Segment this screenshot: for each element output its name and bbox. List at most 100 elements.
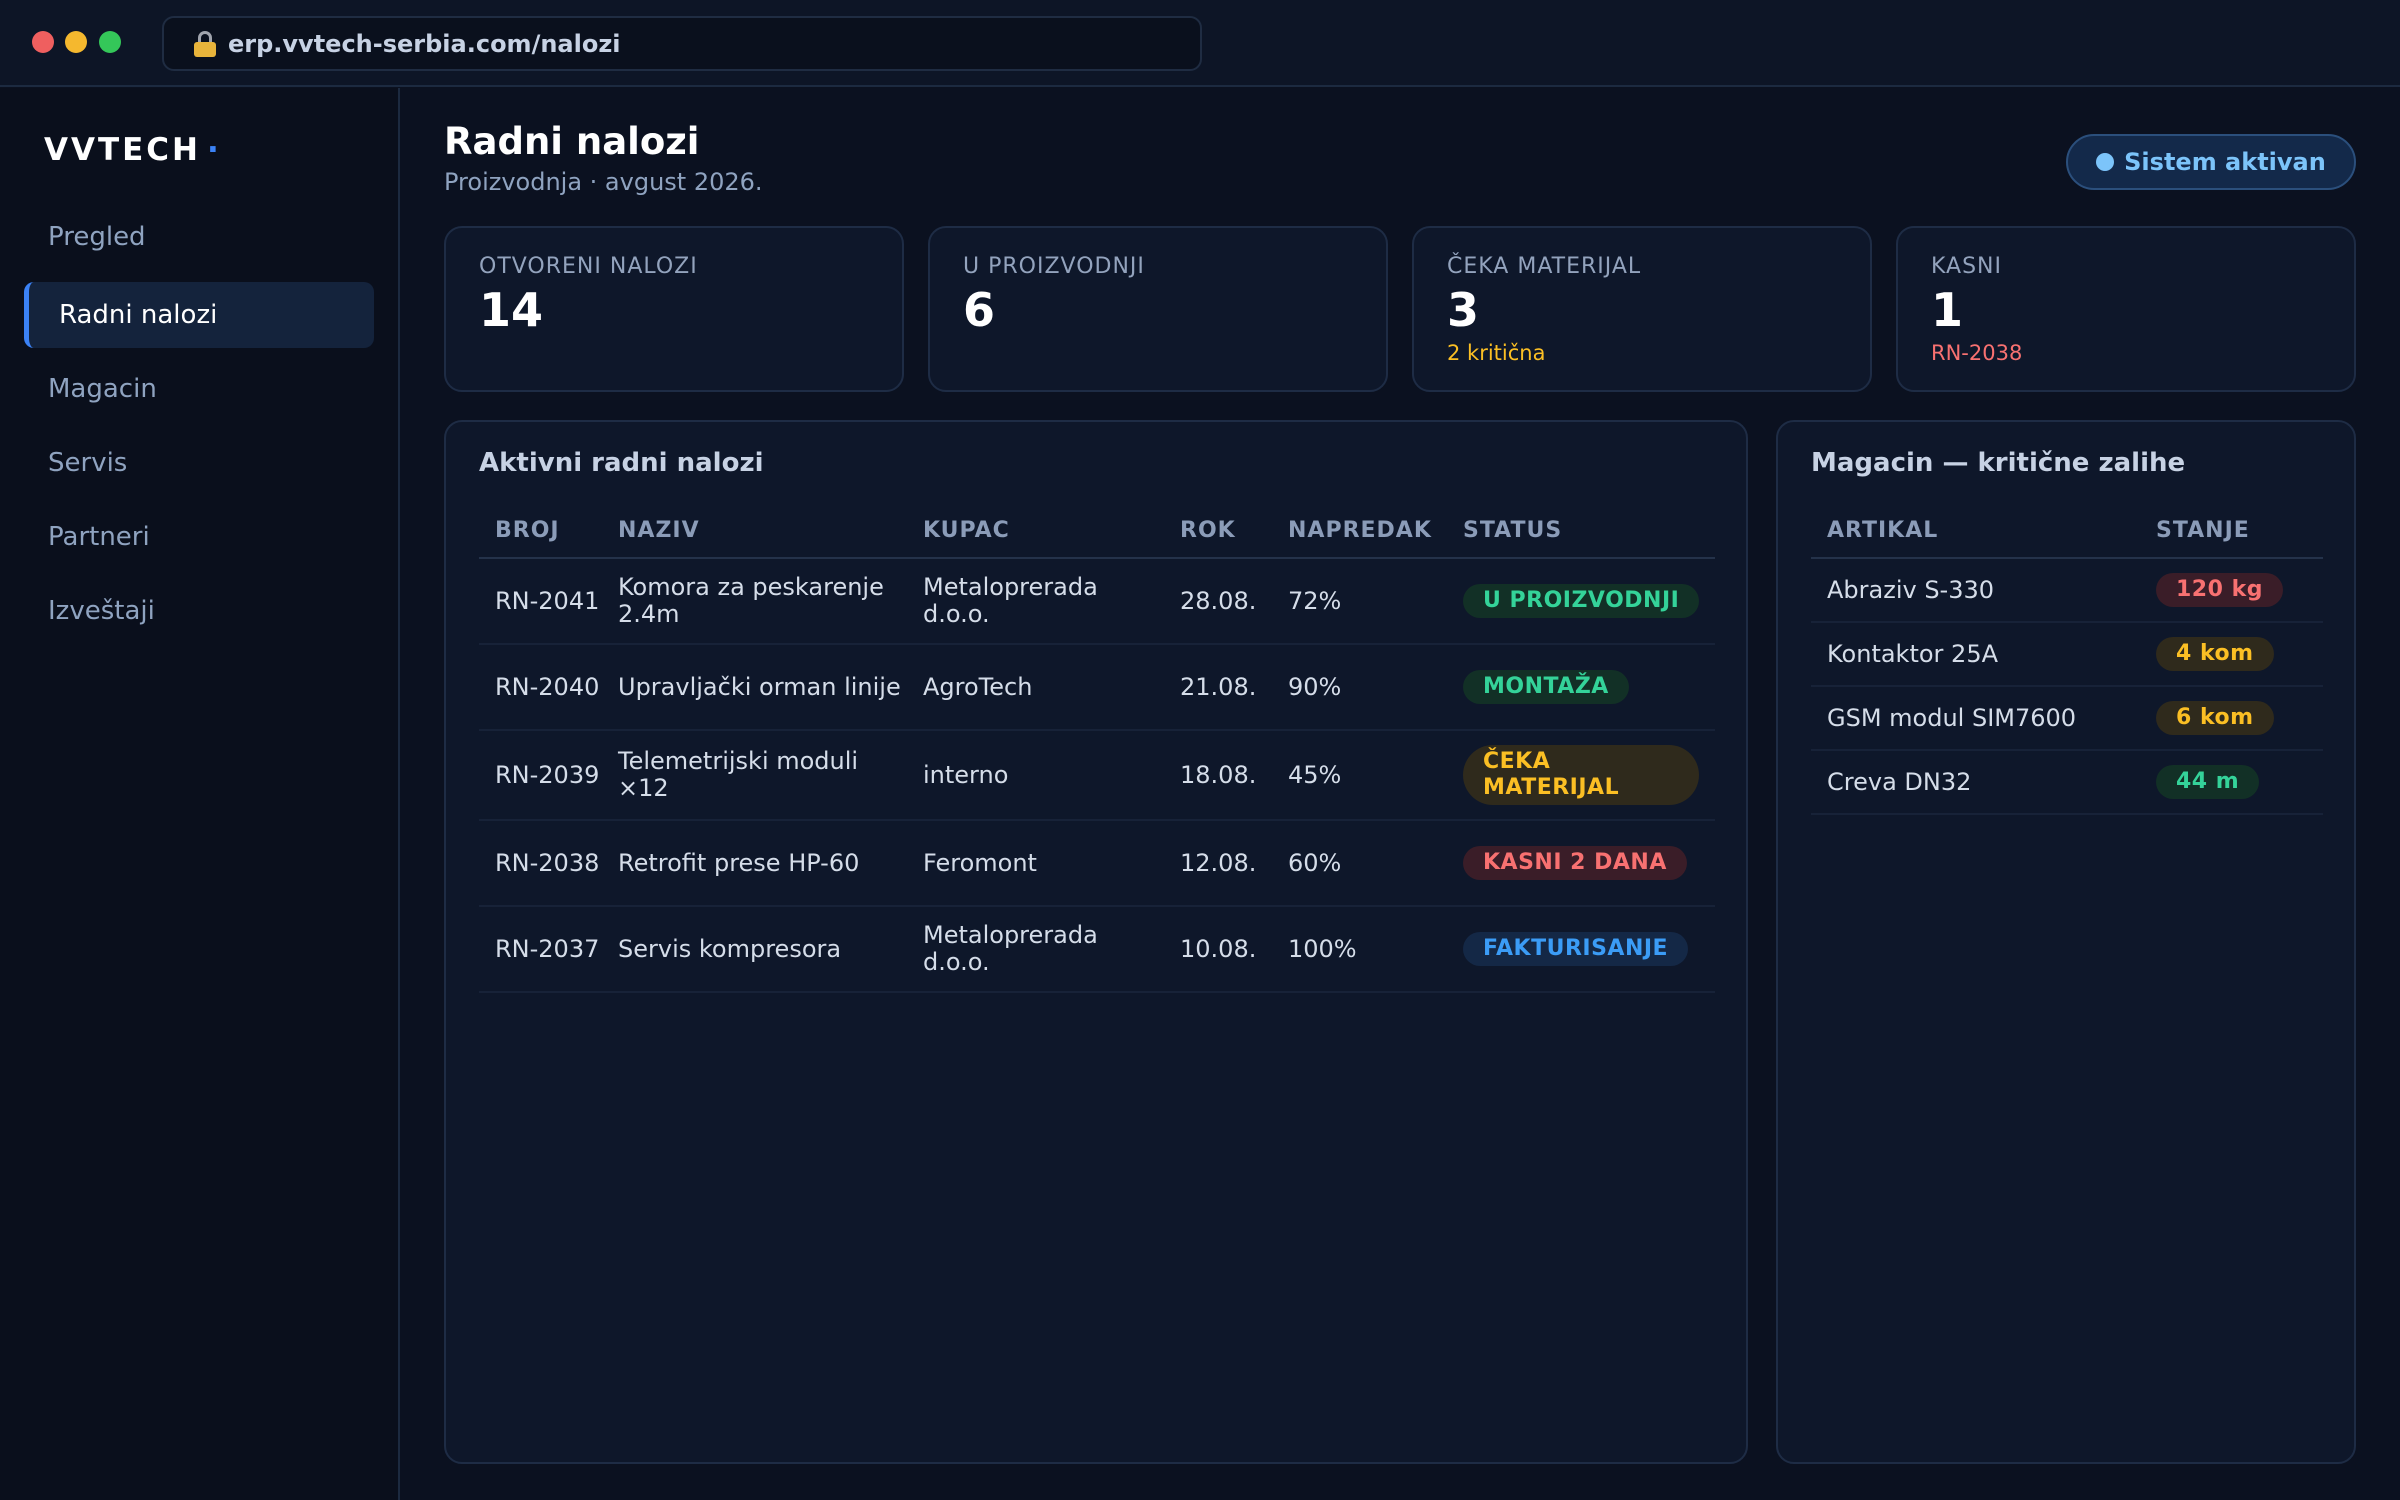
stock-item-name: Kontaktor 25A — [1811, 622, 2140, 687]
kpi-card-waiting-material[interactable]: ČEKA MATERIJAL 3 2 kritična — [1412, 226, 1872, 392]
stock-table: ARTIKAL STANJE Abraziv S-330 120 kg Kont… — [1811, 504, 2323, 815]
stock-level-cell: 4 kom — [2140, 622, 2323, 687]
page-subtitle: Proizvodnja · avgust 2026. — [444, 168, 763, 196]
stock-level-badge: 120 kg — [2156, 573, 2283, 607]
system-status-label: Sistem aktivan — [2124, 148, 2326, 176]
table-row[interactable]: RN-2039 Telemetrijski moduli ×12 interno… — [479, 730, 1715, 821]
table-row[interactable]: RN-2038 Retrofit prese HP-60 Feromont 12… — [479, 820, 1715, 907]
stock-level-cell: 6 kom — [2140, 686, 2323, 751]
order-deadline: 28.08. — [1164, 558, 1272, 645]
order-deadline: 21.08. — [1164, 644, 1272, 731]
order-progress: 60% — [1272, 820, 1447, 907]
order-name: Upravljački orman linije — [602, 644, 907, 731]
kpi-value: 3 — [1447, 283, 1480, 337]
stock-level-cell: 44 m — [2140, 750, 2323, 815]
column-header-naziv[interactable]: NAZIV — [602, 504, 907, 559]
order-progress: 72% — [1272, 558, 1447, 645]
table-row[interactable]: GSM modul SIM7600 6 kom — [1811, 686, 2323, 751]
status-badge: U PROIZVODNJI — [1463, 584, 1700, 618]
status-badge: KASNI 2 DANA — [1463, 846, 1687, 880]
order-customer: Feromont — [907, 820, 1164, 907]
order-deadline: 10.08. — [1164, 906, 1272, 993]
kpi-note: RN-2038 — [1931, 341, 2023, 365]
kpi-card-late[interactable]: KASNI 1 RN-2038 — [1896, 226, 2356, 392]
critical-stock-card: Magacin — kritične zalihe ARTIKAL STANJE… — [1776, 420, 2356, 1464]
order-number: RN-2039 — [479, 730, 602, 821]
order-name: Retrofit prese HP-60 — [602, 820, 907, 907]
order-number: RN-2040 — [479, 644, 602, 731]
order-status-cell: U PROIZVODNJI — [1447, 558, 1715, 645]
sidebar-item-magacin[interactable]: Magacin — [48, 374, 157, 404]
minimize-window-button[interactable] — [65, 31, 87, 53]
stock-level-badge: 44 m — [2156, 765, 2260, 799]
column-header-kupac[interactable]: KUPAC — [907, 504, 1164, 559]
active-orders-card: Aktivni radni nalozi BROJ NAZIV KUPAC RO… — [444, 420, 1748, 1464]
order-name: Servis kompresora — [602, 906, 907, 993]
logo[interactable]: VVTECH · — [44, 132, 222, 168]
status-dot-icon — [2096, 153, 2115, 171]
column-header-napredak[interactable]: NAPREDAK — [1272, 504, 1447, 559]
critical-stock-title: Magacin — kritične zalihe — [1811, 448, 2186, 478]
order-number: RN-2041 — [479, 558, 602, 645]
kpi-card-open-orders[interactable]: OTVORENI NALOZI 14 — [444, 226, 904, 392]
kpi-value: 6 — [963, 283, 996, 337]
lock-icon — [194, 30, 216, 57]
stock-item-name: GSM modul SIM7600 — [1811, 686, 2140, 751]
system-status-badge[interactable]: Sistem aktivan — [2066, 134, 2356, 190]
kpi-label: OTVORENI NALOZI — [479, 254, 698, 279]
page-title: Radni nalozi — [444, 120, 700, 163]
order-customer: AgroTech — [907, 644, 1164, 731]
sidebar-item-pregled[interactable]: Pregled — [48, 222, 146, 252]
order-status-cell: ČEKA MATERIJAL — [1447, 730, 1715, 821]
url-text: erp.vvtech-serbia.com/nalozi — [228, 29, 621, 58]
stock-item-name: Creva DN32 — [1811, 750, 2140, 815]
logo-dot: · — [207, 132, 222, 168]
order-progress: 100% — [1272, 906, 1447, 993]
order-customer: Metaloprerada d.o.o. — [907, 558, 1164, 645]
kpi-note: 2 kritična — [1447, 341, 1546, 365]
sidebar: VVTECH · Pregled Radni nalozi Magacin Ser… — [0, 88, 400, 1500]
table-row[interactable]: Abraziv S-330 120 kg — [1811, 558, 2323, 623]
column-header-status[interactable]: STATUS — [1447, 504, 1715, 559]
active-orders-title: Aktivni radni nalozi — [479, 448, 764, 478]
sidebar-item-servis[interactable]: Servis — [48, 448, 128, 478]
kpi-card-in-production[interactable]: U PROIZVODNJI 6 — [928, 226, 1388, 392]
status-badge: ČEKA MATERIJAL — [1463, 745, 1699, 805]
order-progress: 90% — [1272, 644, 1447, 731]
order-number: RN-2038 — [479, 820, 602, 907]
kpi-value: 1 — [1931, 283, 1964, 337]
column-header-artikal[interactable]: ARTIKAL — [1811, 504, 2140, 559]
stock-item-name: Abraziv S-330 — [1811, 558, 2140, 623]
orders-header-row: BROJ NAZIV KUPAC ROK NAPREDAK STATUS — [479, 504, 1715, 559]
kpi-value: 14 — [479, 283, 544, 337]
column-header-stanje[interactable]: STANJE — [2140, 504, 2323, 559]
order-name: Komora za peskarenje 2.4m — [602, 558, 907, 645]
column-header-broj[interactable]: BROJ — [479, 504, 602, 559]
sidebar-item-radni-nalozi[interactable]: Radni nalozi — [24, 282, 374, 348]
table-row[interactable]: RN-2040 Upravljački orman linije AgroTec… — [479, 644, 1715, 731]
table-row[interactable]: Creva DN32 44 m — [1811, 750, 2323, 815]
sidebar-item-izvestaji[interactable]: Izveštaji — [48, 596, 155, 626]
orders-table: BROJ NAZIV KUPAC ROK NAPREDAK STATUS RN-… — [479, 504, 1715, 993]
logo-text: VVTECH — [44, 132, 202, 168]
kpi-label: ČEKA MATERIJAL — [1447, 254, 1642, 279]
order-progress: 45% — [1272, 730, 1447, 821]
close-window-button[interactable] — [32, 31, 54, 53]
table-row[interactable]: Kontaktor 25A 4 kom — [1811, 622, 2323, 687]
sidebar-item-partneri[interactable]: Partneri — [48, 522, 150, 552]
order-deadline: 18.08. — [1164, 730, 1272, 821]
order-number: RN-2037 — [479, 906, 602, 993]
order-deadline: 12.08. — [1164, 820, 1272, 907]
table-row[interactable]: RN-2041 Komora za peskarenje 2.4m Metalo… — [479, 558, 1715, 645]
kpi-label: KASNI — [1931, 254, 2002, 279]
order-name: Telemetrijski moduli ×12 — [602, 730, 907, 821]
stock-level-badge: 6 kom — [2156, 701, 2274, 735]
stock-header-row: ARTIKAL STANJE — [1811, 504, 2323, 559]
status-badge: FAKTURISANJE — [1463, 932, 1689, 966]
column-header-rok[interactable]: ROK — [1164, 504, 1272, 559]
kpi-label: U PROIZVODNJI — [963, 254, 1145, 279]
order-status-cell: MONTAŽA — [1447, 644, 1715, 731]
table-row[interactable]: RN-2037 Servis kompresora Metaloprerada … — [479, 906, 1715, 993]
address-bar[interactable]: erp.vvtech-serbia.com/nalozi — [162, 16, 1202, 71]
maximize-window-button[interactable] — [99, 31, 121, 53]
